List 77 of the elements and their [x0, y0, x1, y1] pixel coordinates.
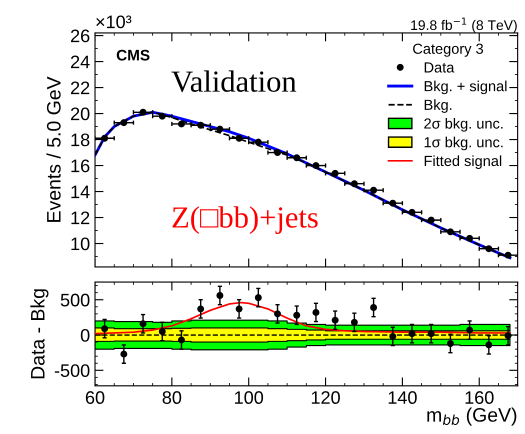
point: [312, 162, 320, 170]
point: [140, 320, 147, 328]
point: [428, 216, 435, 224]
point: [236, 134, 243, 142]
x-tick-label: 100: [235, 391, 264, 404]
y-axis-title: Events / 5.0 GeV: [46, 76, 61, 222]
y-tick-label: 18: [71, 133, 90, 146]
point: [197, 122, 204, 129]
point: [370, 304, 378, 311]
point: [254, 294, 262, 302]
point: [101, 325, 108, 332]
y-tick-label: 0: [80, 328, 90, 342]
point: [312, 308, 320, 316]
legend-label: Bkg. + signal: [424, 80, 506, 94]
point: [332, 316, 339, 324]
point: [158, 112, 166, 120]
point: [236, 305, 243, 312]
legend-label: Data: [424, 62, 454, 73]
point: [216, 126, 224, 133]
y-tick-label: 14: [71, 186, 90, 198]
point: [178, 336, 185, 344]
x-tick-label: 60: [86, 391, 104, 404]
y-tick-label: 16: [71, 159, 90, 172]
legend-label: 1σ bkg. unc.: [424, 136, 503, 150]
legend-label: Fitted signal: [424, 155, 502, 169]
x-axis-title: m$_{bb}$ (GeV): [427, 408, 516, 426]
point: [485, 341, 492, 348]
point: [350, 180, 358, 188]
point: [101, 134, 108, 142]
point: [140, 108, 147, 116]
y-tick-label: 10: [71, 237, 90, 250]
point: [332, 170, 339, 177]
annotation: Z(□bb)+jets: [172, 206, 318, 234]
point: [274, 310, 281, 318]
point: [120, 119, 128, 126]
point: [389, 200, 396, 207]
y-axis-title: Data - Bkg: [30, 289, 48, 378]
point: [504, 332, 512, 340]
point: [485, 245, 492, 252]
point: [466, 326, 474, 334]
y-tick-label: -500: [54, 364, 90, 378]
point: [370, 186, 378, 194]
point: [428, 330, 435, 338]
y-tick-label: 500: [60, 294, 90, 306]
legend-label: Bkg.: [424, 99, 452, 113]
x-tick-label: 80: [162, 391, 182, 404]
point: [350, 318, 358, 326]
point: [408, 330, 416, 338]
annotation: CMS: [116, 50, 150, 61]
x-tick-label: 140: [388, 391, 417, 404]
point: [254, 138, 262, 146]
point: [446, 340, 454, 347]
point: [446, 228, 454, 236]
y-tick-label: 22: [70, 82, 90, 94]
point: [504, 252, 512, 259]
y-tick-label: 24: [70, 56, 90, 68]
y-tick-label: 12: [71, 211, 90, 224]
text: ×10³: [96, 15, 132, 28]
annotation: Validation: [171, 70, 296, 92]
point: [466, 234, 474, 242]
point: [274, 149, 281, 156]
point: [293, 312, 300, 319]
x-tick-label: 120: [312, 391, 340, 404]
point: [120, 350, 128, 358]
legend-label: 2σ bkg. unc.: [424, 118, 503, 132]
point: [178, 120, 185, 128]
y-tick-label: 26: [70, 30, 90, 42]
point: [293, 154, 300, 162]
legend-title: Category 3: [413, 44, 484, 57]
chart-title: 19.8 fb$^{−1}$ (8 TeV): [411, 18, 517, 33]
point: [389, 332, 396, 340]
x-tick-label: 160: [466, 391, 494, 404]
y-tick-label: 20: [70, 107, 90, 120]
point: [197, 305, 204, 312]
point: [408, 208, 416, 216]
point: [158, 328, 166, 335]
point: [216, 292, 224, 299]
